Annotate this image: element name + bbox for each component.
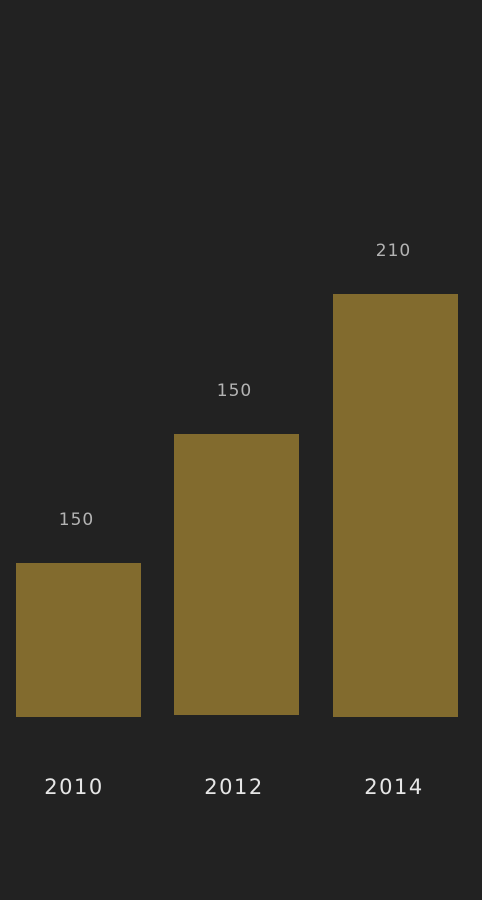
category-label-2012: 2012 — [204, 775, 263, 799]
category-label-2010: 2010 — [44, 775, 103, 799]
category-labels-layer: 2010 2012 2014 — [44, 775, 423, 799]
value-label-2012: 150 — [217, 381, 252, 401]
value-label-2014: 210 — [376, 241, 411, 261]
bars-layer — [16, 294, 458, 717]
category-label-2014: 2014 — [364, 775, 423, 799]
value-label-2010: 150 — [59, 510, 94, 530]
bar-2012 — [174, 434, 299, 715]
bar-2014 — [333, 294, 458, 717]
bar-2010 — [16, 563, 141, 717]
